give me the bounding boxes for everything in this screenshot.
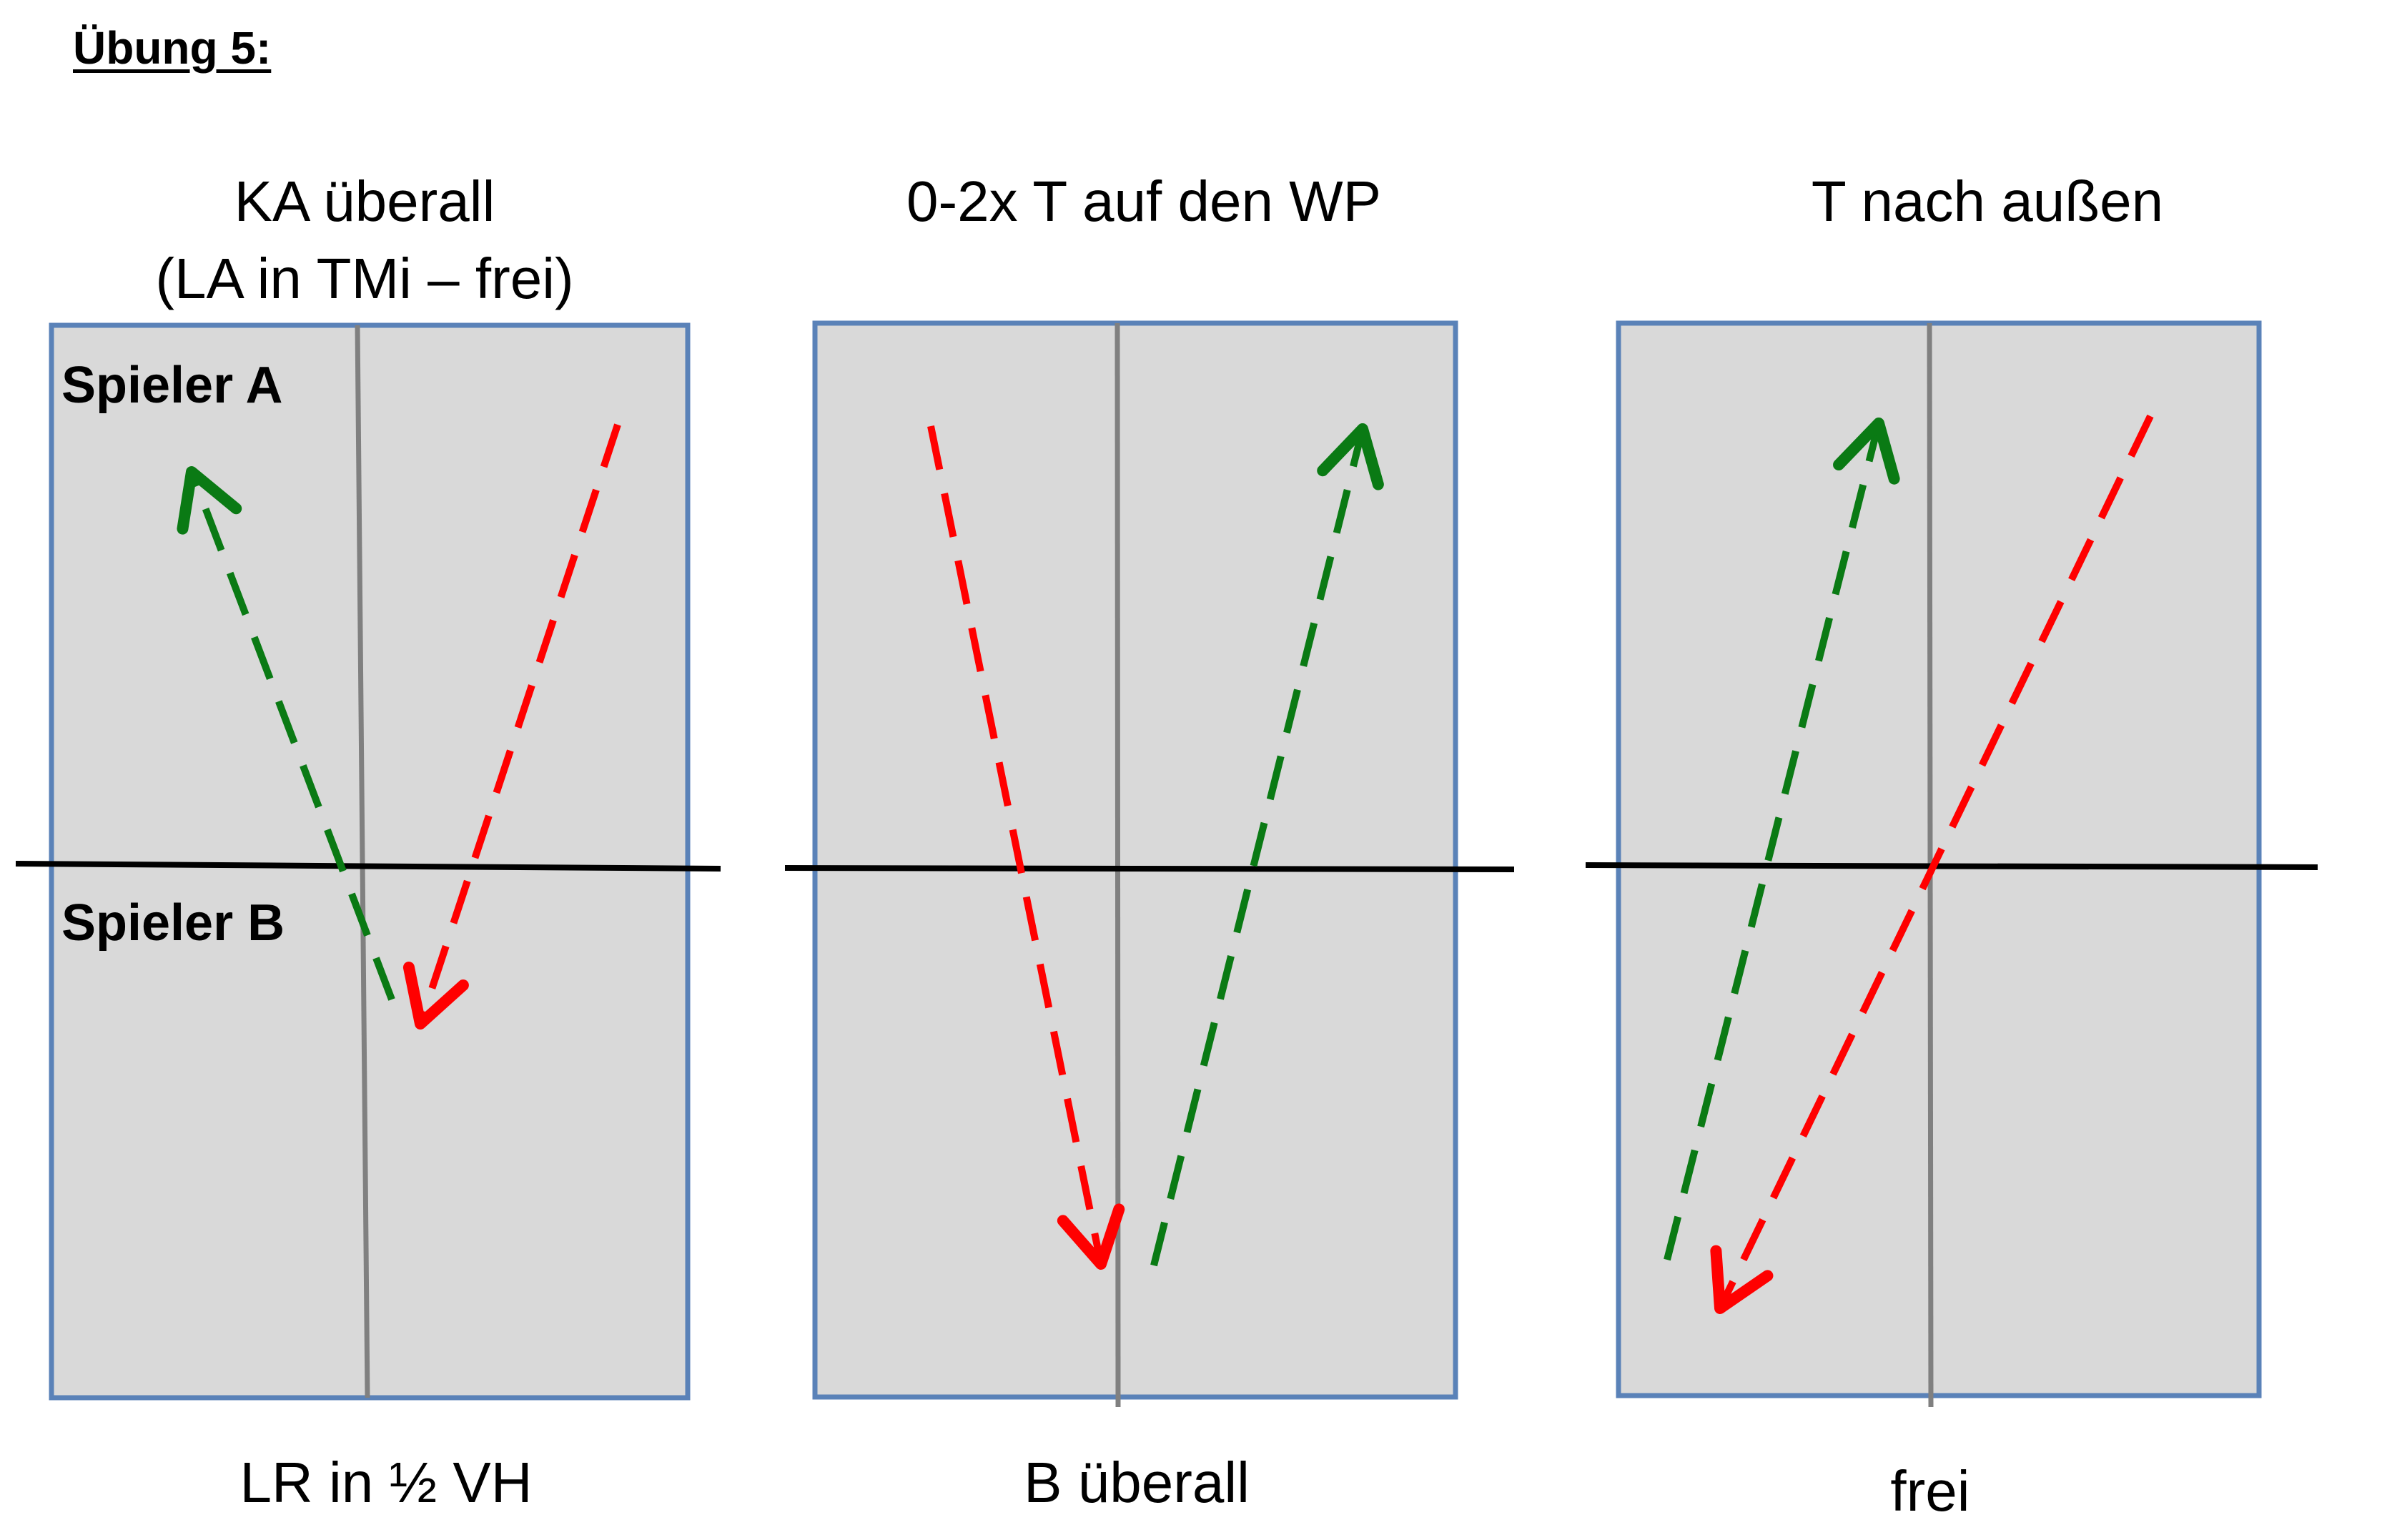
table-2-surface	[812, 320, 1458, 1400]
table-1-green-ball-path	[177, 466, 395, 1001]
table-2-net	[784, 865, 1515, 872]
exercise-1-title-line1: KA überall	[234, 169, 495, 233]
player-b-label: Spieler B	[61, 894, 285, 952]
exercise-1-title-line2: (LA in TMi – frei)	[155, 247, 574, 310]
exercise-3-caption: frei	[1890, 1459, 1970, 1523]
player-a-label: Spieler A	[61, 357, 283, 414]
table-1	[15, 322, 721, 1401]
exercise-2-title: 0-2x T auf den WP	[858, 163, 1430, 240]
exercise-3-title: T nach außen	[1701, 163, 2273, 240]
table-1-red-ball-path	[402, 423, 621, 1030]
table-2-center-line	[1115, 322, 1121, 1408]
exercise-1-caption: LR in ½ VH	[239, 1451, 533, 1514]
table-3-green-ball-path	[1664, 418, 1900, 1261]
exercise-2-caption: B überall	[1024, 1451, 1250, 1514]
table-3-net	[1585, 862, 2318, 870]
table-2	[784, 320, 1515, 1408]
table-3	[1585, 320, 2318, 1408]
table-1-center-line	[355, 325, 370, 1398]
exercise-1-title: KA überall (LA in TMi – frei)	[136, 163, 593, 317]
exercise-3-title-line1: T nach außen	[1811, 169, 2164, 233]
table-2-green-ball-path	[1150, 423, 1384, 1267]
table-2-red-ball-path	[927, 425, 1125, 1270]
exercise-2-title-line1: 0-2x T auf den WP	[906, 169, 1382, 233]
table-3-red-ball-path	[1710, 414, 2154, 1314]
table-1-surface	[49, 322, 691, 1401]
exercise-heading: Übung 5:	[73, 22, 272, 74]
table-1-net	[15, 861, 721, 872]
